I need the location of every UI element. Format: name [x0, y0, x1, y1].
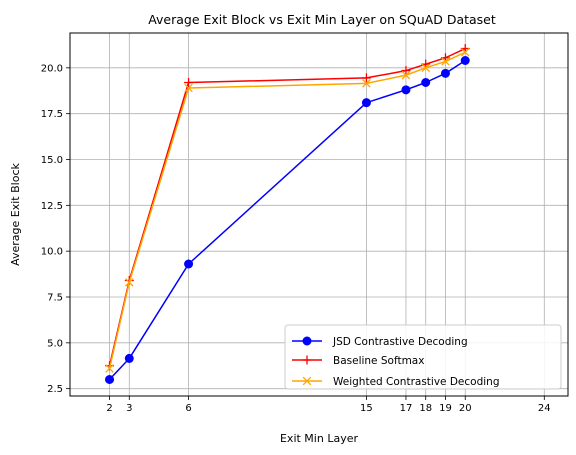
legend-swatches	[292, 336, 322, 386]
data-point	[421, 78, 431, 87]
y-tick-label: 17.5	[41, 109, 63, 120]
x-tick-label: 19	[439, 403, 452, 414]
data-point	[361, 98, 371, 108]
y-tick-label: 15.0	[41, 155, 63, 166]
data-point	[401, 66, 411, 76]
x-tick-label: 20	[459, 403, 472, 414]
series-lines	[105, 44, 470, 384]
x-tick-label: 6	[185, 403, 191, 414]
series-2	[105, 47, 470, 373]
x-tick-label: 24	[538, 403, 551, 414]
legend-label-jsd: JSD Contrastive Decoding	[332, 336, 468, 348]
legend-label-baseline: Baseline Softmax	[333, 355, 424, 367]
data-point	[184, 78, 194, 87]
data-point	[124, 353, 134, 363]
data-point	[105, 375, 115, 384]
y-tick-label: 7.5	[47, 293, 63, 304]
x-tick-label: 17	[400, 403, 413, 414]
y-tick-label: 20.0	[41, 63, 63, 74]
data-point	[460, 47, 470, 57]
legend-marker	[302, 336, 312, 346]
legend-label-weighted: Weighted Contrastive Decoding	[333, 376, 499, 388]
x-tick-label: 18	[419, 403, 432, 414]
x-tick-label: 3	[126, 403, 132, 414]
legend-box	[284, 324, 562, 390]
y-tick-label: 2.5	[47, 384, 63, 395]
data-point	[460, 56, 470, 65]
data-point	[184, 259, 194, 269]
y-tick-label: 5.0	[47, 338, 63, 349]
grid-lines	[70, 33, 568, 396]
chart-title: Average Exit Block vs Exit Min Layer on …	[148, 12, 496, 27]
series-line	[108, 51, 466, 369]
data-point	[401, 85, 411, 95]
data-point	[184, 83, 193, 93]
y-tick-label: 12.5	[41, 201, 63, 212]
series-0	[105, 56, 470, 384]
data-point	[125, 278, 134, 287]
data-point	[361, 73, 371, 83]
data-point	[441, 57, 450, 66]
x-tick-label: 15	[360, 403, 373, 414]
series-1	[105, 44, 470, 371]
data-point	[421, 63, 430, 73]
x-axis-label: Exit Min Layer	[280, 432, 358, 445]
y-tick-label: 10.0	[41, 247, 63, 258]
plot-frame	[69, 32, 569, 397]
data-point	[401, 70, 411, 80]
data-point	[105, 364, 114, 373]
x-tick-label: 2	[106, 403, 112, 414]
axis-ticks: 2 3 6 15 17 18 19 20 24 2.5 5.0 7.5 10.0 12.5 15.0 17.5…	[41, 63, 551, 414]
legend: JSD Contrastive Decoding Baseline Softma…	[284, 324, 562, 390]
legend-marker	[302, 376, 312, 386]
legend-marker	[302, 355, 312, 365]
y-axis-label: Average Exit Block	[9, 163, 22, 266]
data-point	[362, 79, 371, 88]
data-point	[440, 68, 450, 78]
series-line	[108, 47, 466, 366]
